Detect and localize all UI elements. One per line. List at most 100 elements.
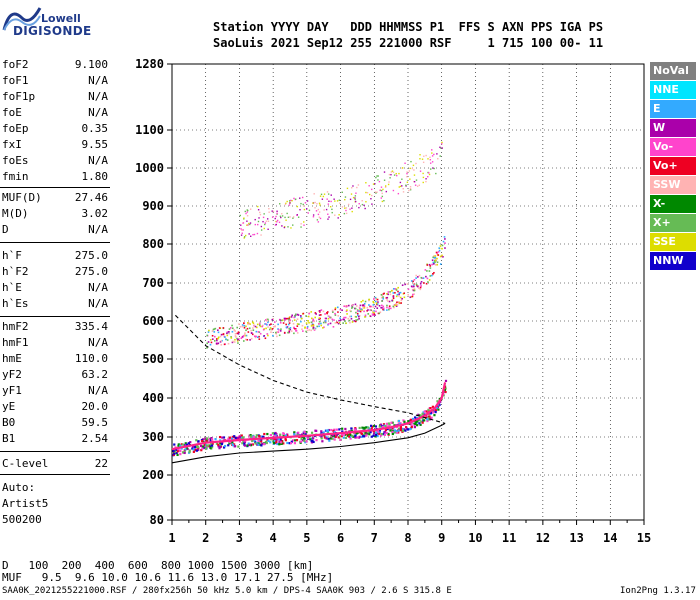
echo-point <box>372 434 375 437</box>
echo-point <box>444 387 447 390</box>
echo-point <box>291 439 295 442</box>
echo-point <box>425 178 427 180</box>
echo-point <box>238 338 240 340</box>
echo-point <box>244 234 247 237</box>
echo-point <box>279 319 282 321</box>
echo-point <box>249 323 251 325</box>
echo-point <box>407 293 410 296</box>
echo-point <box>337 322 340 325</box>
echo-point <box>267 318 269 321</box>
echo-point <box>397 301 399 303</box>
echo-point <box>318 216 321 218</box>
echo-point <box>327 317 330 320</box>
echo-point <box>413 278 416 281</box>
echo-point <box>300 316 302 319</box>
echo-point <box>301 328 303 331</box>
echo-point <box>395 288 398 290</box>
echo-point <box>406 283 409 285</box>
param-row: h`E N/A <box>2 281 108 297</box>
echo-point <box>290 440 293 443</box>
echo-point <box>320 430 323 433</box>
echo-point <box>378 180 381 183</box>
echo-point <box>269 434 272 437</box>
echo-point <box>280 319 283 322</box>
echo-point <box>293 433 296 436</box>
echo-point <box>347 317 350 320</box>
echo-point <box>372 301 375 304</box>
echo-point <box>287 226 289 228</box>
echo-point <box>279 330 282 332</box>
param-value: 3.02 <box>81 207 109 220</box>
echo-point <box>379 434 383 437</box>
echo-point <box>367 426 370 429</box>
echo-point <box>378 312 381 315</box>
echo-point <box>288 331 291 333</box>
echo-point <box>355 311 357 314</box>
echo-point <box>302 203 304 206</box>
echo-point <box>236 326 239 329</box>
echo-point <box>251 321 254 323</box>
echo-point <box>243 236 246 238</box>
param-name: foF1p <box>2 90 36 103</box>
echo-point <box>249 223 251 226</box>
echo-point <box>315 439 318 442</box>
echo-point <box>303 208 306 211</box>
echo-point <box>321 440 324 443</box>
echo-point <box>285 323 287 326</box>
echo-point <box>277 331 280 333</box>
echo-point <box>312 318 315 321</box>
trace-layer <box>171 314 447 464</box>
echo-point <box>443 388 446 392</box>
echo-point <box>376 175 378 177</box>
echo-point <box>317 208 320 211</box>
echo-point <box>427 408 430 411</box>
echo-point <box>274 431 277 435</box>
echo-point <box>429 159 432 161</box>
echo-point <box>342 322 344 324</box>
echo-point <box>222 446 226 449</box>
echo-point <box>374 425 377 428</box>
echo-point <box>269 327 272 329</box>
echo-point <box>252 327 254 329</box>
x-tick-label: 15 <box>637 531 651 545</box>
echo-point <box>340 433 344 436</box>
echo-point <box>384 428 388 432</box>
echo-point <box>304 202 307 204</box>
echo-point <box>391 432 394 436</box>
echo-point <box>296 205 299 208</box>
echo-point <box>392 305 395 308</box>
echo-point <box>431 405 434 408</box>
echo-point <box>356 309 359 311</box>
echo-point <box>191 445 195 448</box>
echo-point <box>254 325 257 328</box>
echo-point <box>415 422 418 425</box>
echo-point <box>352 435 355 438</box>
param-row: h`F 275.0 <box>2 249 108 265</box>
echo-point <box>330 428 333 432</box>
echo-point <box>416 284 418 287</box>
echo-point <box>274 434 277 437</box>
echo-point <box>183 451 186 455</box>
echo-point <box>249 208 252 210</box>
echo-point <box>356 310 359 312</box>
echo-point <box>217 342 220 345</box>
echo-point <box>381 200 384 203</box>
echo-point <box>364 300 367 303</box>
echo-point <box>238 435 241 438</box>
echo-point <box>263 432 266 436</box>
echo-point <box>318 325 320 328</box>
echo-point <box>399 428 402 432</box>
echo-point <box>254 336 257 339</box>
echo-point <box>211 338 214 340</box>
echo-point <box>437 408 440 411</box>
echo-point <box>290 227 292 229</box>
echo-point <box>303 439 306 442</box>
echo-point <box>215 338 218 340</box>
echo-point <box>255 335 257 338</box>
echo-point <box>259 325 262 328</box>
echo-point <box>275 220 277 223</box>
echo-point <box>175 451 178 455</box>
echo-point <box>412 280 414 283</box>
echo-point <box>417 276 419 278</box>
echo-point <box>347 435 351 438</box>
